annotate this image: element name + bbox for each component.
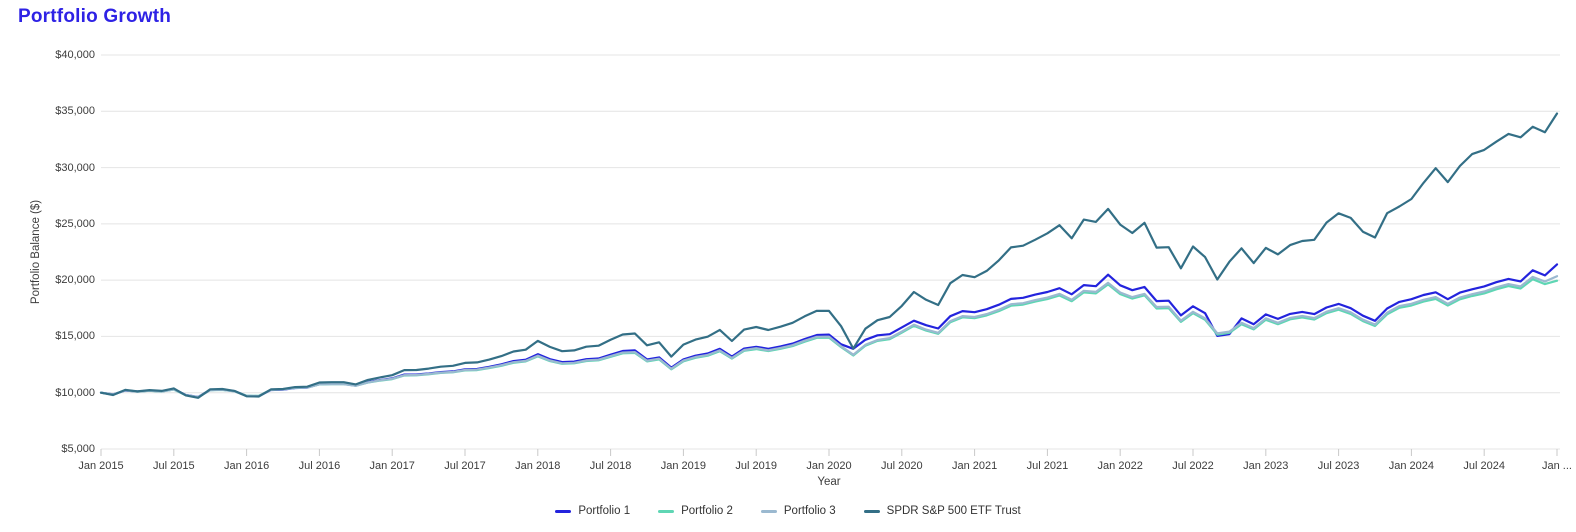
y-axis-tick-label: $5,000 bbox=[61, 443, 95, 455]
series-line-portfolio-2[interactable] bbox=[99, 278, 1559, 399]
x-axis-tick-label: Jan 2022 bbox=[1097, 460, 1143, 472]
legend-swatch-portfolio-1 bbox=[555, 509, 572, 513]
x-axis-tick-label: Jul 2023 bbox=[1317, 460, 1360, 472]
x-axis-tick-label: Jan 2019 bbox=[660, 460, 707, 472]
x-axis-title: Year bbox=[817, 476, 841, 488]
legend-item-portfolio-1: Portfolio 1 bbox=[555, 505, 630, 517]
legend-label: SPDR S&P 500 ETF Trust bbox=[886, 505, 1021, 517]
legend-label: Portfolio 3 bbox=[783, 505, 836, 517]
x-axis-tick-label: Jan 2018 bbox=[515, 460, 561, 472]
legend-swatch-spdr-sp500-etf-trust bbox=[863, 509, 880, 513]
x-axis-tick-label: Jan ... bbox=[1542, 460, 1572, 472]
y-axis-tick-label: $40,000 bbox=[55, 49, 95, 61]
x-axis-tick-label: Jul 2020 bbox=[881, 460, 923, 472]
y-axis-tick-label: $30,000 bbox=[55, 161, 95, 174]
y-axis-tick-label: $25,000 bbox=[55, 217, 95, 230]
x-axis-tick-label: Jan 2017 bbox=[369, 460, 415, 472]
x-axis-tick-label: Jan 2016 bbox=[223, 460, 270, 472]
x-axis-tick-label: Jul 2021 bbox=[1026, 460, 1069, 472]
x-axis-tick-label: Jul 2018 bbox=[589, 460, 632, 472]
series-line-portfolio-3[interactable] bbox=[99, 275, 1559, 399]
chart-title: Portfolio Growth bbox=[18, 6, 172, 27]
x-axis-tick-label: Jan 2021 bbox=[951, 460, 998, 472]
x-axis-tick-label: Jan 2020 bbox=[806, 460, 852, 472]
series-line-portfolio-1[interactable] bbox=[99, 263, 1559, 399]
x-axis-tick-label: Jul 2015 bbox=[153, 460, 195, 472]
x-axis-tick-label: Jul 2016 bbox=[298, 460, 341, 472]
y-axis-title: Portfolio Balance ($) bbox=[30, 199, 42, 305]
legend-label: Portfolio 2 bbox=[681, 505, 733, 517]
x-axis-tick-label: Jul 2024 bbox=[1463, 460, 1505, 472]
x-axis-tick-label: Jul 2017 bbox=[444, 460, 486, 472]
y-axis-tick-label: $15,000 bbox=[55, 330, 95, 343]
series-line-spdr-sp500-etf-trust[interactable] bbox=[99, 112, 1559, 399]
y-axis-tick-label: $20,000 bbox=[55, 274, 95, 287]
x-axis-tick-label: Jan 2024 bbox=[1388, 460, 1435, 472]
y-axis-tick-label: $10,000 bbox=[55, 386, 95, 399]
legend-label: Portfolio 1 bbox=[578, 505, 631, 517]
legend-swatch-portfolio-3 bbox=[760, 509, 777, 513]
y-axis-tick-label: $35,000 bbox=[55, 105, 95, 118]
legend-item-portfolio-2: Portfolio 2 bbox=[658, 505, 733, 517]
x-axis-tick-label: Jul 2019 bbox=[735, 460, 777, 472]
legend-swatch-portfolio-2 bbox=[658, 509, 675, 513]
legend-item-portfolio-3: Portfolio 3 bbox=[760, 505, 836, 517]
legend-item-spdr-sp500-etf-trust: SPDR S&P 500 ETF Trust bbox=[863, 505, 1021, 517]
chart-legend: Portfolio 1 Portfolio 2 Portfolio 3 SPDR S&… bbox=[0, 505, 1576, 517]
x-axis-tick-label: Jan 2015 bbox=[78, 460, 124, 472]
x-axis-tick-label: Jan 2023 bbox=[1243, 460, 1289, 472]
x-axis-tick-label: Jul 2022 bbox=[1172, 460, 1214, 472]
